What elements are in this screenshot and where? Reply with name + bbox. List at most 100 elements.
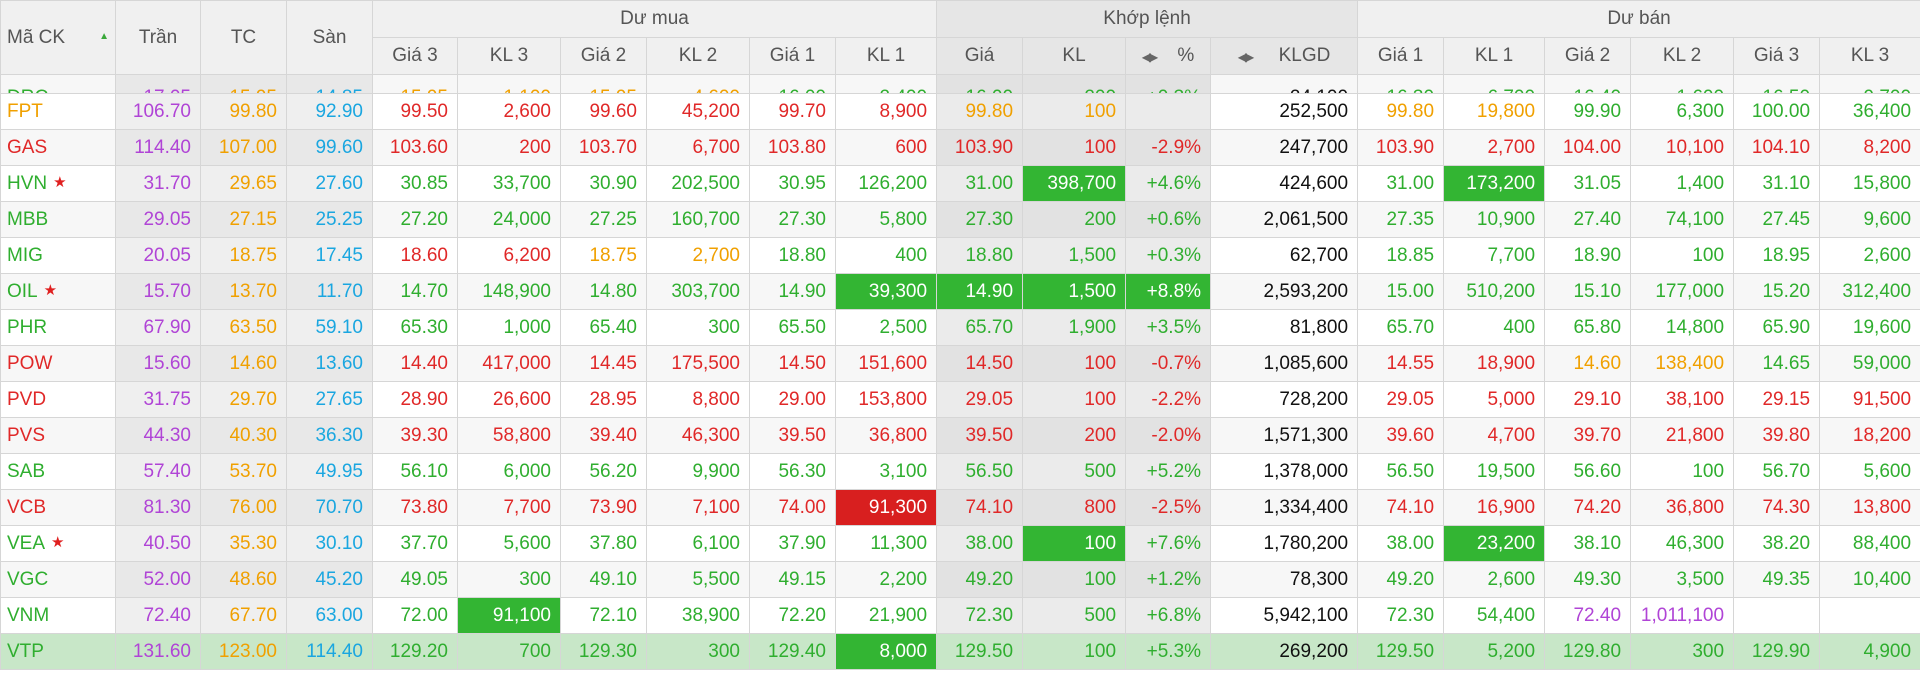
table-row[interactable]: HVN ★ 31.70 29.65 27.60 30.85 33,700 30.90 202,5… [0,165,1920,202]
col-floor-header[interactable]: Sàn [286,0,373,75]
buy-vol-cell: 2,500 [834,309,938,346]
star-icon[interactable]: ★ [53,173,67,191]
ceiling-cell: 31.75 [115,381,201,418]
ref-cell: 27.15 [200,201,287,238]
table-row[interactable]: GAS 114.40 107.00 99.60 103.60 200 103.70 6,700… [0,129,1920,166]
buy-price-cell: 28.90 [372,381,458,418]
symbol-cell[interactable]: FPT [0,93,116,130]
buy-price-cell: 65.30 [372,309,458,346]
buy-vol-cell: 300 [457,561,561,598]
col-buy-price3[interactable]: Giá 3 [372,37,458,75]
symbol-cell[interactable]: GAS [0,129,116,166]
table-row[interactable]: OIL ★ 15.70 13.70 11.70 14.70 148,900 14.80 303,… [0,273,1920,310]
col-ref-header[interactable]: TC [200,0,287,75]
toggle-arrows-icon[interactable]: ◀▶ [1141,50,1159,64]
change-pct-cell: +0.3% [1125,237,1212,274]
star-icon[interactable]: ★ [43,281,58,299]
col-sell-price2[interactable]: Giá 2 [1544,37,1632,75]
partial-cell-value: 200 [1084,87,1116,93]
sell-vol-cell: 2,600 [1819,237,1920,274]
sell-vol-cell: 4,900 [1819,633,1920,670]
table-row[interactable]: PHR 67.90 63.50 59.10 65.30 1,000 65.40 300 65.5… [0,309,1920,346]
buy-price-cell: 73.90 [560,489,647,526]
buy-vol-cell: 6,700 [646,129,750,166]
symbol-cell[interactable]: OIL ★ [0,273,116,310]
symbol-cell[interactable]: POW [0,345,116,382]
table-row[interactable]: POW 15.60 14.60 13.60 14.40 417,000 14.45 175,5… [0,345,1920,382]
col-buy-price1[interactable]: Giá 1 [749,37,836,75]
buy-price-cell: 18.80 [749,237,836,274]
sell-price-cell: 39.60 [1357,417,1445,454]
table-row[interactable]: MIG 20.05 18.75 17.45 18.60 6,200 18.75 2,700 18… [0,237,1920,274]
table-row[interactable]: SAB 57.40 53.70 49.95 56.10 6,000 56.20 9,900 56… [0,453,1920,490]
table-row[interactable]: VGC 52.00 48.60 45.20 49.05 300 49.10 5,500 49.1… [0,561,1920,598]
symbol-cell[interactable]: VCB [0,489,116,526]
buy-vol-cell: 202,500 [646,165,750,202]
match-price-cell: 74.10 [936,489,1024,526]
buy-price-cell: 99.50 [372,93,458,130]
col-symbol-header[interactable]: Mã CK ▲ [0,0,116,75]
sell-price-cell: 99.90 [1544,93,1632,130]
symbol-cell[interactable]: MIG [0,237,116,274]
col-ceiling-header[interactable]: Trần [115,0,201,75]
col-buy-vol3[interactable]: KL 3 [457,37,561,75]
table-row-partial[interactable]: DRC 17.05 15.95 14.85 15.95 1,100 15.95 4,600 16… [0,74,1920,94]
symbol-cell[interactable]: SAB [0,453,116,490]
symbol-cell[interactable]: VTP [0,633,116,670]
toggle-arrows-icon[interactable]: ◀▶ [1237,50,1255,64]
partial-cell-value: 16.00 [778,87,826,93]
symbol-label: SAB [7,460,46,482]
col-buy-vol1[interactable]: KL 1 [834,37,938,75]
total-vol-cell: 269,200 [1210,633,1359,670]
buy-vol-cell: 58,800 [457,417,561,454]
match-price-cell: 14.50 [936,345,1024,382]
col-sell-vol3[interactable]: KL 3 [1819,37,1920,75]
sell-vol-cell: 400 [1443,309,1546,346]
match-vol-cell: 100 [1022,525,1127,562]
col-match-vol[interactable]: KL [1022,37,1127,75]
symbol-label: VTP [7,640,44,662]
sell-price-cell: 38.20 [1733,525,1821,562]
symbol-cell[interactable]: MBB [0,201,116,238]
symbol-cell[interactable]: VEA ★ [0,525,116,562]
col-pct-label: % [1177,45,1195,66]
col-sell-price3[interactable]: Giá 3 [1733,37,1821,75]
buy-group-header: Dư mua [371,0,938,38]
sell-vol-cell: 13,800 [1819,489,1920,526]
symbol-cell[interactable]: VNM [0,597,116,634]
sell-price-cell: 27.35 [1357,201,1445,238]
total-vol-cell: 252,500 [1210,93,1359,130]
partial-cell-value: 6,700 [1487,87,1535,93]
sell-price-cell: 103.90 [1357,129,1445,166]
table-row[interactable]: VTP 131.60 123.00 114.40 129.20 700 129.30 300 1… [0,633,1920,670]
symbol-cell[interactable]: PVS [0,417,116,454]
sort-asc-icon[interactable]: ▲ [99,31,109,42]
col-total-vol[interactable]: ◀▶ KLGD [1210,37,1359,75]
col-buy-vol2[interactable]: KL 2 [646,37,750,75]
col-match-price[interactable]: Giá [936,37,1024,75]
col-sell-vol2[interactable]: KL 2 [1630,37,1735,75]
star-icon[interactable]: ★ [51,533,65,551]
table-row[interactable]: FPT 106.70 99.80 92.90 99.50 2,600 99.60 45,200… [0,93,1920,130]
symbol-cell[interactable]: PHR [0,309,116,346]
table-row[interactable]: VCB 81.30 76.00 70.70 73.80 7,700 73.90 7,100 74… [0,489,1920,526]
sell-price-cell: 56.50 [1357,453,1445,490]
table-row[interactable]: PVS 44.30 40.30 36.30 39.30 58,800 39.40 46,300… [0,417,1920,454]
table-row[interactable]: MBB 29.05 27.15 25.25 27.20 24,000 27.25 160,70… [0,201,1920,238]
change-pct-cell: +8.8% [1125,273,1212,310]
table-row[interactable]: PVD 31.75 29.70 27.65 28.90 26,600 28.95 8,800 2… [0,381,1920,418]
table-row[interactable]: VNM 72.40 67.70 63.00 72.00 91,100 72.10 38,900… [0,597,1920,634]
buy-price-cell: 30.85 [372,165,458,202]
col-sell-vol1[interactable]: KL 1 [1443,37,1546,75]
col-buy-price2[interactable]: Giá 2 [560,37,647,75]
buy-price-cell: 56.20 [560,453,647,490]
match-price-cell: 56.50 [936,453,1024,490]
col-match-pct[interactable]: ◀▶ % [1125,37,1212,75]
symbol-cell[interactable]: VGC [0,561,116,598]
table-row[interactable]: VEA ★ 40.50 35.30 30.10 37.70 5,600 37.80 6,100 3… [0,525,1920,562]
symbol-cell[interactable]: DRC [0,74,116,94]
col-sell-price1[interactable]: Giá 1 [1357,37,1445,75]
symbol-cell[interactable]: PVD [0,381,116,418]
change-pct-cell: +0.6% [1125,201,1212,238]
symbol-cell[interactable]: HVN ★ [0,165,116,202]
